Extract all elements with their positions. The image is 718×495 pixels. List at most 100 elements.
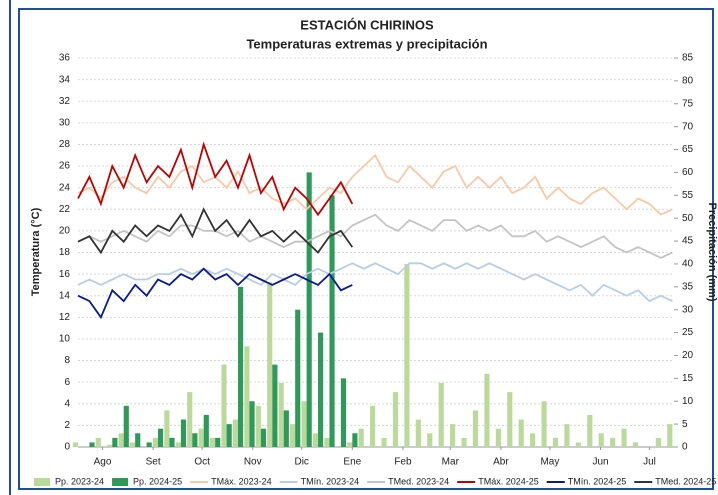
x-tick-label: Ago: [94, 457, 112, 468]
precip-bar: [610, 437, 616, 447]
precip-bar: [621, 428, 627, 447]
y-tick-label: 36: [59, 53, 71, 64]
y2-tick-label: 0: [682, 442, 688, 453]
precip-bar: [112, 437, 118, 447]
precip-bar: [495, 428, 501, 447]
precip-bar: [392, 392, 399, 447]
legend-label: Pp. 2024-25: [133, 476, 182, 486]
y2-tick-label: 70: [682, 121, 694, 132]
precip-bar: [192, 433, 198, 447]
y2-tick-label: 80: [682, 76, 694, 87]
y2-tick-label: 30: [682, 304, 694, 315]
precip-bar: [381, 437, 387, 447]
precip-bar: [152, 437, 159, 447]
precip-bar: [198, 428, 204, 447]
y-tick-label: 0: [64, 442, 70, 453]
y2-tick-label: 15: [682, 373, 694, 384]
precip-bar: [238, 286, 244, 447]
y-tick-label: 24: [59, 182, 71, 193]
y-tick-label: 12: [59, 312, 71, 323]
precip-bar: [89, 442, 95, 447]
y-tick-label: 4: [64, 398, 70, 409]
temp-line: [77, 207, 354, 255]
y-axis-label: Temperatura (°C): [30, 207, 42, 296]
precip-bar: [278, 382, 284, 447]
precip-bar: [427, 433, 433, 447]
y-tick-label: 6: [64, 377, 70, 388]
precip-bar: [210, 437, 216, 447]
precip-bar: [267, 282, 273, 447]
temp-line: [77, 262, 673, 303]
y-tick-label: 28: [59, 139, 71, 150]
precip-bar: [575, 442, 581, 447]
frame: [18, 8, 714, 490]
y2-tick-label: 45: [682, 236, 694, 247]
y-tick-label: 34: [59, 74, 71, 85]
precip-bar: [107, 444, 113, 447]
x-tick-label: Mar: [442, 457, 460, 468]
legend-label: TMín. 2023-24: [301, 476, 360, 486]
precip-bar: [667, 424, 673, 447]
x-tick-label: Abr: [493, 457, 509, 468]
precip-bar: [175, 442, 181, 447]
legend-label: TMed. 2023-24: [388, 476, 449, 486]
y-tick-label: 16: [59, 269, 71, 280]
y2-tick-label: 65: [682, 144, 694, 155]
precip-bar: [255, 405, 261, 447]
precip-bar: [118, 433, 124, 447]
precip-bar: [352, 433, 358, 447]
precip-bar: [472, 410, 479, 447]
y2-tick-label: 50: [682, 213, 694, 224]
y-tick-label: 2: [64, 420, 70, 431]
y2-tick-label: 35: [682, 281, 694, 292]
x-tick-label: Oct: [194, 457, 210, 468]
y2-tick-label: 55: [682, 190, 694, 201]
precip-bar: [290, 424, 296, 447]
precip-bar: [187, 392, 193, 447]
y2-tick-label: 10: [682, 396, 694, 407]
y-tick-label: 8: [64, 355, 70, 366]
x-tick-label: Jun: [592, 457, 608, 468]
precip-bar: [598, 433, 604, 447]
legend-label: TMín. 2024-25: [568, 476, 627, 486]
y-tick-label: 18: [59, 247, 71, 258]
temp-line: [77, 213, 673, 259]
y2-tick-label: 5: [682, 419, 688, 430]
x-tick-label: Dic: [294, 457, 308, 468]
precip-bar: [404, 263, 410, 447]
precip-bar: [415, 419, 421, 447]
y2-tick-label: 85: [682, 53, 694, 64]
precip-bar: [518, 419, 524, 447]
precip-bar: [358, 428, 364, 447]
precip-bar: [135, 433, 141, 447]
precip-bar: [347, 442, 353, 447]
precip-bar: [370, 405, 376, 447]
temp-line: [77, 153, 673, 216]
y-tick-label: 14: [59, 290, 71, 301]
precip-bar: [438, 382, 444, 447]
precip-bar: [552, 437, 559, 447]
legend-swatch: [112, 478, 129, 486]
precip-bar: [324, 437, 330, 447]
precip-bar: [318, 332, 324, 447]
chart-title: ESTACIÓN CHIRINOS: [300, 17, 434, 32]
x-tick-label: Set: [146, 457, 161, 468]
legend-swatch: [34, 478, 50, 486]
precip-bar: [306, 172, 312, 448]
precip-bar: [95, 437, 101, 447]
precip-bar: [541, 401, 547, 447]
precip-bar: [260, 428, 267, 447]
y-tick-label: 26: [59, 161, 71, 172]
y2-axis-label: Precipitación (mm): [706, 202, 718, 301]
legend-label: Pp. 2023-24: [55, 476, 104, 486]
precip-bar: [295, 309, 301, 447]
chart-subtitle: Temperaturas extremas y precipitación: [246, 36, 487, 51]
x-tick-label: Jul: [643, 457, 656, 468]
y-tick-label: 10: [59, 334, 71, 345]
y-tick-label: 22: [59, 204, 71, 215]
legend-label: TMáx. 2024-25: [478, 476, 539, 486]
y2-tick-label: 20: [682, 350, 694, 361]
precip-bar: [461, 437, 467, 447]
